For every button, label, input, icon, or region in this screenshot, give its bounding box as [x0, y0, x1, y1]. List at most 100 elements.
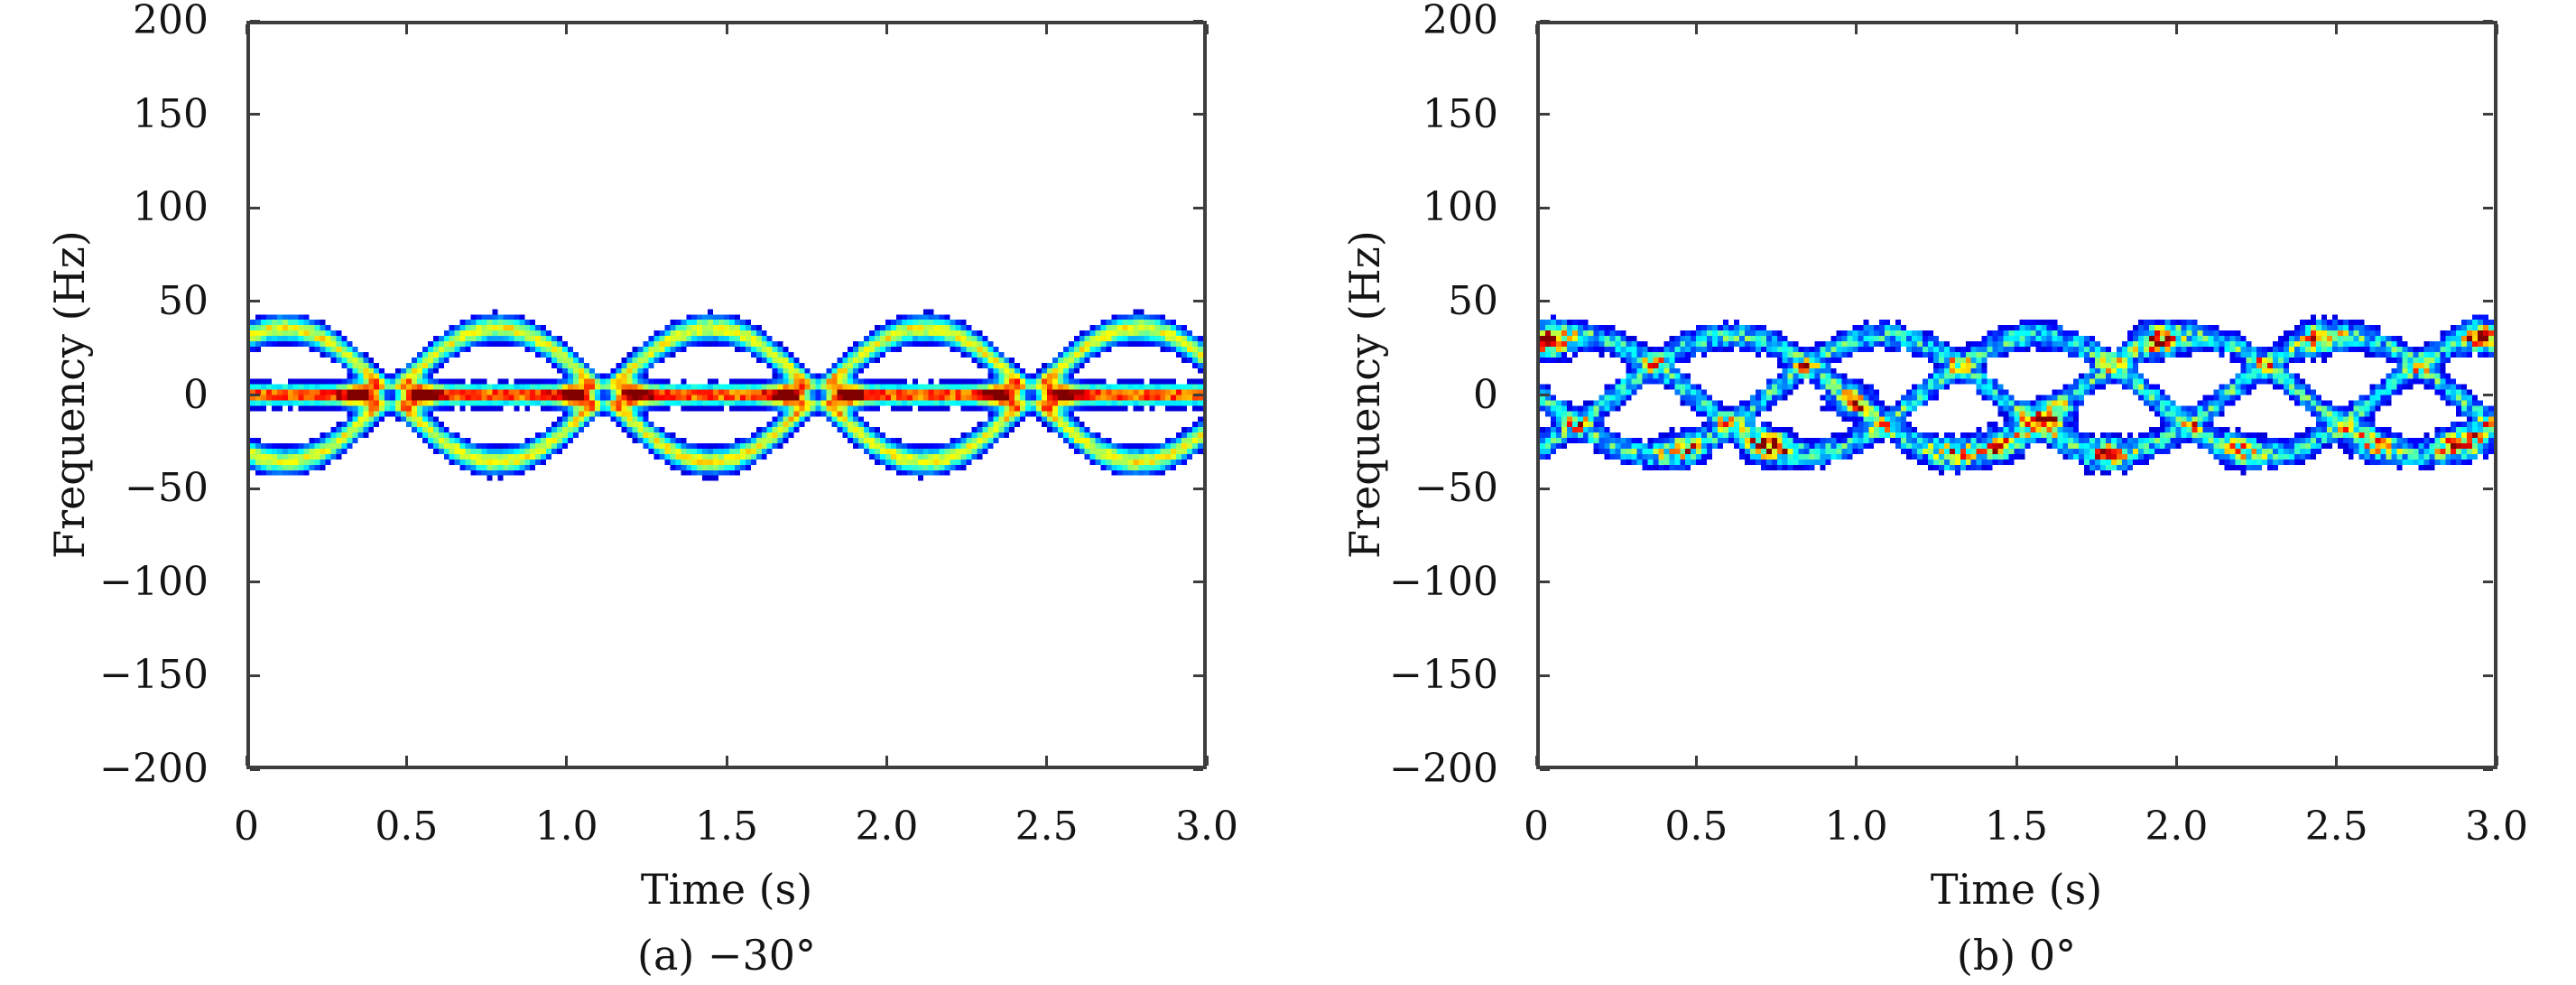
y-tick-mark-right [2483, 206, 2493, 209]
x-tick-mark-bottom [245, 756, 248, 766]
y-tick-mark-left [250, 581, 260, 584]
y-tick-label: 50 [1448, 277, 1498, 324]
y-tick-mark-right [2483, 581, 2493, 584]
y-tick-mark-left [250, 674, 260, 677]
x-tick-label: 1.5 [695, 804, 758, 850]
x-tick-mark-bottom [1534, 756, 1538, 766]
y-tick-mark-left [1540, 19, 1550, 23]
x-tick-label: 0.5 [375, 804, 439, 850]
y-tick-label: 0 [183, 371, 208, 418]
x-tick-mark-top [1855, 24, 1858, 34]
x-tick-mark-bottom [1205, 756, 1209, 766]
x-tick-mark-top [1694, 24, 1698, 34]
y-tick-mark-left [1540, 113, 1550, 116]
caption-b: (b) 0° [1956, 931, 2077, 980]
x-tick-label: 2.0 [2145, 804, 2209, 850]
y-tick-label: 100 [1422, 184, 1498, 231]
x-axis-label-b: Time (s) [1930, 865, 2103, 914]
y-tick-mark-right [1193, 19, 1203, 23]
plot-area-b [1536, 21, 2497, 769]
y-tick-label: 200 [1422, 0, 1498, 43]
y-tick-mark-right [2483, 767, 2493, 771]
x-tick-mark-bottom [2174, 756, 2178, 766]
y-tick-label: −100 [99, 558, 208, 605]
x-tick-mark-top [2495, 24, 2498, 34]
y-tick-mark-left [1540, 394, 1550, 396]
y-tick-mark-right [2483, 113, 2493, 116]
tfd-heatmap-b [1540, 24, 2494, 766]
x-tick-mark-bottom [1694, 756, 1698, 766]
y-tick-label: 150 [133, 90, 208, 137]
x-tick-mark-top [725, 24, 728, 34]
x-tick-label: 3.0 [1175, 804, 1238, 850]
y-tick-mark-left [250, 113, 260, 116]
x-tick-label: 3.0 [2465, 804, 2528, 850]
y-tick-mark-left [250, 487, 260, 490]
y-tick-mark-left [250, 300, 260, 303]
y-tick-mark-left [250, 206, 260, 209]
y-tick-mark-right [1193, 487, 1203, 490]
y-tick-label: −100 [1389, 558, 1498, 605]
x-tick-mark-top [1205, 24, 1209, 34]
y-tick-mark-right [1193, 674, 1203, 677]
x-tick-label: 1.5 [1985, 804, 2048, 850]
y-tick-mark-right [1193, 113, 1203, 116]
y-tick-mark-right [2483, 19, 2493, 23]
y-tick-label: −200 [1389, 746, 1498, 792]
y-tick-label: 100 [133, 184, 208, 231]
y-tick-mark-left [250, 19, 260, 23]
y-tick-label: −50 [1414, 465, 1498, 512]
x-tick-mark-top [2015, 24, 2018, 34]
y-tick-mark-right [1193, 206, 1203, 209]
x-tick-label: 0 [234, 804, 259, 850]
y-tick-label: −200 [99, 746, 208, 792]
caption-a: (a) −30° [636, 931, 817, 980]
x-tick-mark-bottom [404, 756, 408, 766]
x-tick-mark-top [404, 24, 408, 34]
y-tick-mark-right [2483, 674, 2493, 677]
x-tick-mark-top [2335, 24, 2339, 34]
x-tick-label: 0 [1524, 804, 1549, 850]
y-tick-mark-left [1540, 581, 1550, 584]
y-tick-mark-right [2483, 300, 2493, 303]
x-tick-label: 0.5 [1664, 804, 1728, 850]
x-tick-mark-top [1534, 24, 1538, 34]
y-tick-mark-right [1193, 581, 1203, 584]
x-tick-mark-bottom [1855, 756, 1858, 766]
x-tick-label: 2.5 [2304, 804, 2368, 850]
x-tick-mark-top [885, 24, 888, 34]
y-tick-label: −150 [99, 652, 208, 699]
y-tick-label: 0 [1473, 371, 1498, 418]
x-tick-mark-bottom [885, 756, 888, 766]
y-tick-label: 200 [133, 0, 208, 43]
tfd-heatmap-a [250, 24, 1203, 766]
x-tick-label: 2.5 [1015, 804, 1079, 850]
x-tick-label: 1.0 [1824, 804, 1888, 850]
y-tick-mark-left [250, 394, 260, 396]
x-tick-mark-bottom [2015, 756, 2018, 766]
y-tick-mark-left [250, 767, 260, 771]
x-tick-mark-top [2174, 24, 2178, 34]
y-tick-mark-left [1540, 674, 1550, 677]
y-tick-label: 50 [158, 277, 208, 324]
x-tick-mark-bottom [2495, 756, 2498, 766]
x-tick-mark-top [1045, 24, 1049, 34]
x-tick-mark-top [565, 24, 569, 34]
y-tick-mark-right [2483, 487, 2493, 490]
y-tick-mark-left [1540, 206, 1550, 209]
x-tick-mark-bottom [725, 756, 728, 766]
y-tick-mark-left [1540, 300, 1550, 303]
x-tick-mark-bottom [2335, 756, 2339, 766]
y-tick-label: 150 [1422, 90, 1498, 137]
y-tick-mark-right [1193, 767, 1203, 771]
x-tick-mark-bottom [1045, 756, 1049, 766]
x-tick-label: 1.0 [534, 804, 598, 850]
plot-area-a [246, 21, 1207, 769]
x-tick-mark-bottom [565, 756, 569, 766]
y-tick-mark-left [1540, 487, 1550, 490]
y-tick-mark-right [1193, 300, 1203, 303]
y-tick-mark-right [1193, 394, 1203, 396]
y-tick-mark-right [2483, 394, 2493, 396]
x-axis-label-a: Time (s) [640, 865, 813, 914]
